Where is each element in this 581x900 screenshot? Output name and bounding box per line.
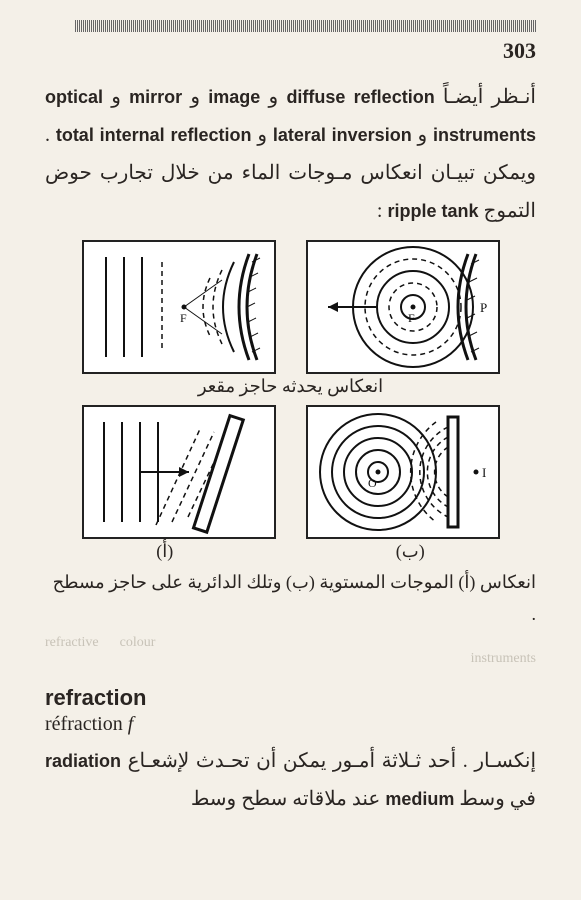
text: و bbox=[103, 86, 121, 108]
term-image: image bbox=[208, 87, 260, 107]
svg-text:P: P bbox=[480, 300, 487, 315]
label-a: (أ) bbox=[156, 541, 173, 562]
term-lateral-inversion: lateral inversion bbox=[273, 125, 412, 145]
text: إنكسـار . أحد ثـلاثة أمـور يمكن أن تحـدث… bbox=[121, 750, 536, 772]
svg-text:F: F bbox=[408, 311, 415, 325]
term-mirror: mirror bbox=[129, 87, 182, 107]
caption-concave: انعكاس يحدثه حاجز مقعر bbox=[45, 376, 536, 397]
figure-sublabels: (ب) (أ) bbox=[45, 541, 536, 562]
text: عند ملاقاته سطح وسط bbox=[191, 788, 381, 810]
text: و bbox=[182, 86, 200, 108]
term-total-internal-reflection: total internal reflection bbox=[56, 125, 252, 145]
term-ripple-tank: ripple tank bbox=[387, 201, 478, 221]
figure-flat-circular: O I bbox=[306, 405, 500, 539]
paragraph-definition: إنكسـار . أحد ثـلاثة أمـور يمكن أن تحـدث… bbox=[45, 742, 536, 818]
ghost: colour bbox=[120, 635, 156, 650]
text: و bbox=[260, 86, 278, 108]
ghost: refractive bbox=[45, 635, 99, 650]
ghost-text-2: instruments bbox=[45, 651, 536, 667]
figure-row-1: F bbox=[45, 240, 536, 374]
entry-french-gender: f bbox=[123, 713, 134, 735]
figure-flat-plane bbox=[82, 405, 276, 539]
figure-row-2: O I bbox=[45, 405, 536, 539]
ghost: instruments bbox=[471, 651, 536, 666]
entry-french: réfraction f bbox=[45, 713, 536, 736]
text: و bbox=[252, 124, 267, 146]
caption-flat: انعكاس (أ) الموجات المستوية (ب) وتلك الد… bbox=[45, 566, 536, 631]
svg-text:O: O bbox=[368, 476, 377, 490]
term-medium: medium bbox=[385, 789, 454, 809]
entry-english: refraction bbox=[45, 685, 536, 711]
paragraph-see-also: أنـظر أيضـاً diffuse reflection و image … bbox=[45, 78, 536, 230]
decorative-bar bbox=[75, 20, 536, 32]
figure-concave-circular: F P bbox=[306, 240, 500, 374]
svg-text:F: F bbox=[180, 311, 187, 325]
term-diffuse-reflection: diffuse reflection bbox=[286, 87, 434, 107]
text: في وسط bbox=[454, 788, 536, 810]
svg-text:I: I bbox=[482, 465, 486, 480]
figure-concave-plane: F bbox=[82, 240, 276, 374]
text: و bbox=[412, 124, 427, 146]
page-number: 303 bbox=[45, 38, 536, 64]
text: أنـظر أيضـاً bbox=[435, 86, 536, 108]
label-b: (ب) bbox=[396, 541, 425, 562]
ghost-text: refractive colour bbox=[45, 635, 536, 651]
text: : bbox=[377, 200, 383, 222]
term-radiation: radiation bbox=[45, 751, 121, 771]
entry-french-word: réfraction bbox=[45, 713, 123, 735]
